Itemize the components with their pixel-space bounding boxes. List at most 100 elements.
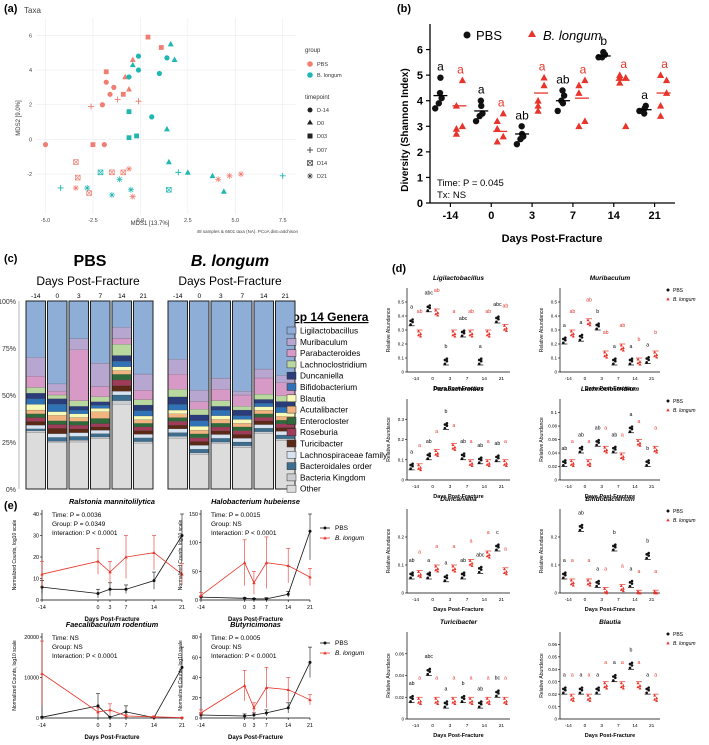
genus-subplot-title: Lachnoclostridium (581, 386, 639, 393)
count-pbs-point (264, 711, 268, 715)
shannon-bl-point (534, 107, 542, 114)
stacked-segment (90, 423, 111, 427)
pcoa-point (164, 55, 170, 61)
genus-bl-point (485, 463, 489, 466)
stacked-segment (167, 396, 188, 405)
genus-bl-letter: a (621, 660, 624, 666)
count-pbs-line (41, 667, 183, 719)
genus-pbs-point (497, 692, 500, 695)
pcoa-legend-time-title: timepoint (305, 95, 330, 101)
pcoa-point (158, 45, 164, 50)
stacked-segment (111, 370, 132, 375)
genus-pbs-letter: b (444, 344, 447, 350)
stacked-segment (232, 415, 253, 420)
stacked-segment (25, 421, 46, 426)
genus-legend-pbs-dot (666, 509, 670, 513)
genus-bl-point (571, 464, 575, 468)
count-stat-line: Time: NS (52, 635, 80, 642)
genus-bl-point (502, 324, 506, 327)
genus-pbs-point (630, 425, 634, 428)
genus-pbs-letter: ab (426, 439, 432, 445)
genus-bl-point (653, 445, 657, 449)
stacked-segment (47, 424, 68, 429)
pcoa-title: Taxa (24, 6, 41, 15)
genus-ytick-label: 0 (401, 717, 404, 722)
genus-bl-point (621, 455, 625, 458)
genus-bl-letter: ab (468, 309, 474, 315)
genus-pbs-point (580, 336, 584, 339)
stacked-segment (167, 417, 188, 422)
panel-label-d: (d) (392, 263, 406, 275)
pcoa-point (164, 125, 170, 132)
genus-ytick-label: 0.1 (398, 457, 405, 462)
stacked-segment (47, 391, 68, 396)
genus-bl-letter: ab (485, 309, 491, 315)
pcoa-point (72, 184, 79, 191)
stacked-segment (133, 441, 154, 444)
genus-ylabel: Relative Abundance (539, 417, 545, 462)
genus-bl-point (571, 461, 575, 465)
stacked-bar-outline (210, 300, 231, 490)
genus-pbs-point (647, 686, 650, 689)
genus-pbs-point (597, 579, 600, 583)
panel-label-e: (e) (4, 500, 18, 512)
genus-bl-point (436, 454, 440, 457)
pcoa-point (166, 186, 172, 193)
genus-pbs-point (628, 662, 632, 666)
pcoa-point (135, 53, 142, 59)
genus-bl-point (468, 333, 472, 337)
genus-pbs-point (428, 452, 432, 455)
genus-bl-point (621, 586, 625, 590)
stacked-segment (189, 430, 210, 435)
genus-pbs-point (497, 315, 500, 319)
stacked-legend-swatch (286, 349, 297, 357)
genus-ytick-label: 0.08 (548, 424, 557, 429)
legend-shape-d07 (307, 147, 313, 153)
genus-bl-point (436, 311, 440, 314)
stacked-segment (253, 300, 274, 370)
genus-bl-point (569, 697, 573, 701)
genus-pbs-point (628, 666, 632, 670)
shannon-stat-time: Time: P = 0.045 (437, 178, 504, 189)
genus-bl-point (502, 567, 506, 571)
genus-pbs-letter: a (596, 672, 599, 678)
count-bl-line (200, 685, 311, 714)
stacked-segment (189, 420, 210, 427)
pcoa-legend-pbs: PBS (317, 62, 328, 68)
count-bl-line (200, 562, 311, 596)
pcoa-point (120, 169, 127, 176)
count-xlabel: Days Post-Fracture (228, 617, 284, 623)
genus-bl-point (487, 699, 491, 703)
genus-bl-letter: ab (417, 309, 423, 315)
stacked-legend-swatch (286, 338, 297, 346)
genus-xtick-label: 21 (649, 723, 655, 729)
count-xtick-label: 7 (265, 605, 268, 611)
count-bl-point (199, 711, 203, 715)
pcoa-point (129, 56, 136, 62)
count-xtick-label: 3 (252, 723, 255, 729)
count-xtick-label: 14 (151, 605, 157, 611)
stacked-segment (133, 410, 154, 417)
genus-bl-point (468, 562, 472, 566)
stacked-xtick-label: 14 (260, 293, 268, 300)
genus-pbs-point (428, 667, 432, 671)
genus-legend-bl: B. longum (673, 408, 696, 414)
stacked-segment (189, 445, 210, 450)
genus-pbs-point (597, 686, 600, 689)
genus-xtick-label: 7 (617, 723, 620, 729)
stacked-segment (167, 374, 188, 390)
genus-bl-letter: a (604, 566, 607, 572)
genus-pbs-point (562, 341, 565, 345)
genus-ytick-label: 0.3 (551, 328, 558, 333)
genus-xlabel: Days Post-Fracture (433, 733, 483, 739)
genus-subplot: Ligilactobacillus 0 0.1 0.2 0.3 0.4 0.5 Relativ… (386, 275, 510, 392)
pcoa-point (107, 91, 113, 97)
stacked-legend-label: Other (300, 484, 321, 494)
stacked-segment (25, 376, 46, 388)
genus-ytick-label: 0.01 (548, 704, 557, 709)
shannon-pbs-letter: b (600, 34, 607, 48)
pcoa-plot-area (36, 18, 296, 214)
genus-pbs-point (564, 573, 567, 577)
genus-bl-point (588, 696, 592, 700)
